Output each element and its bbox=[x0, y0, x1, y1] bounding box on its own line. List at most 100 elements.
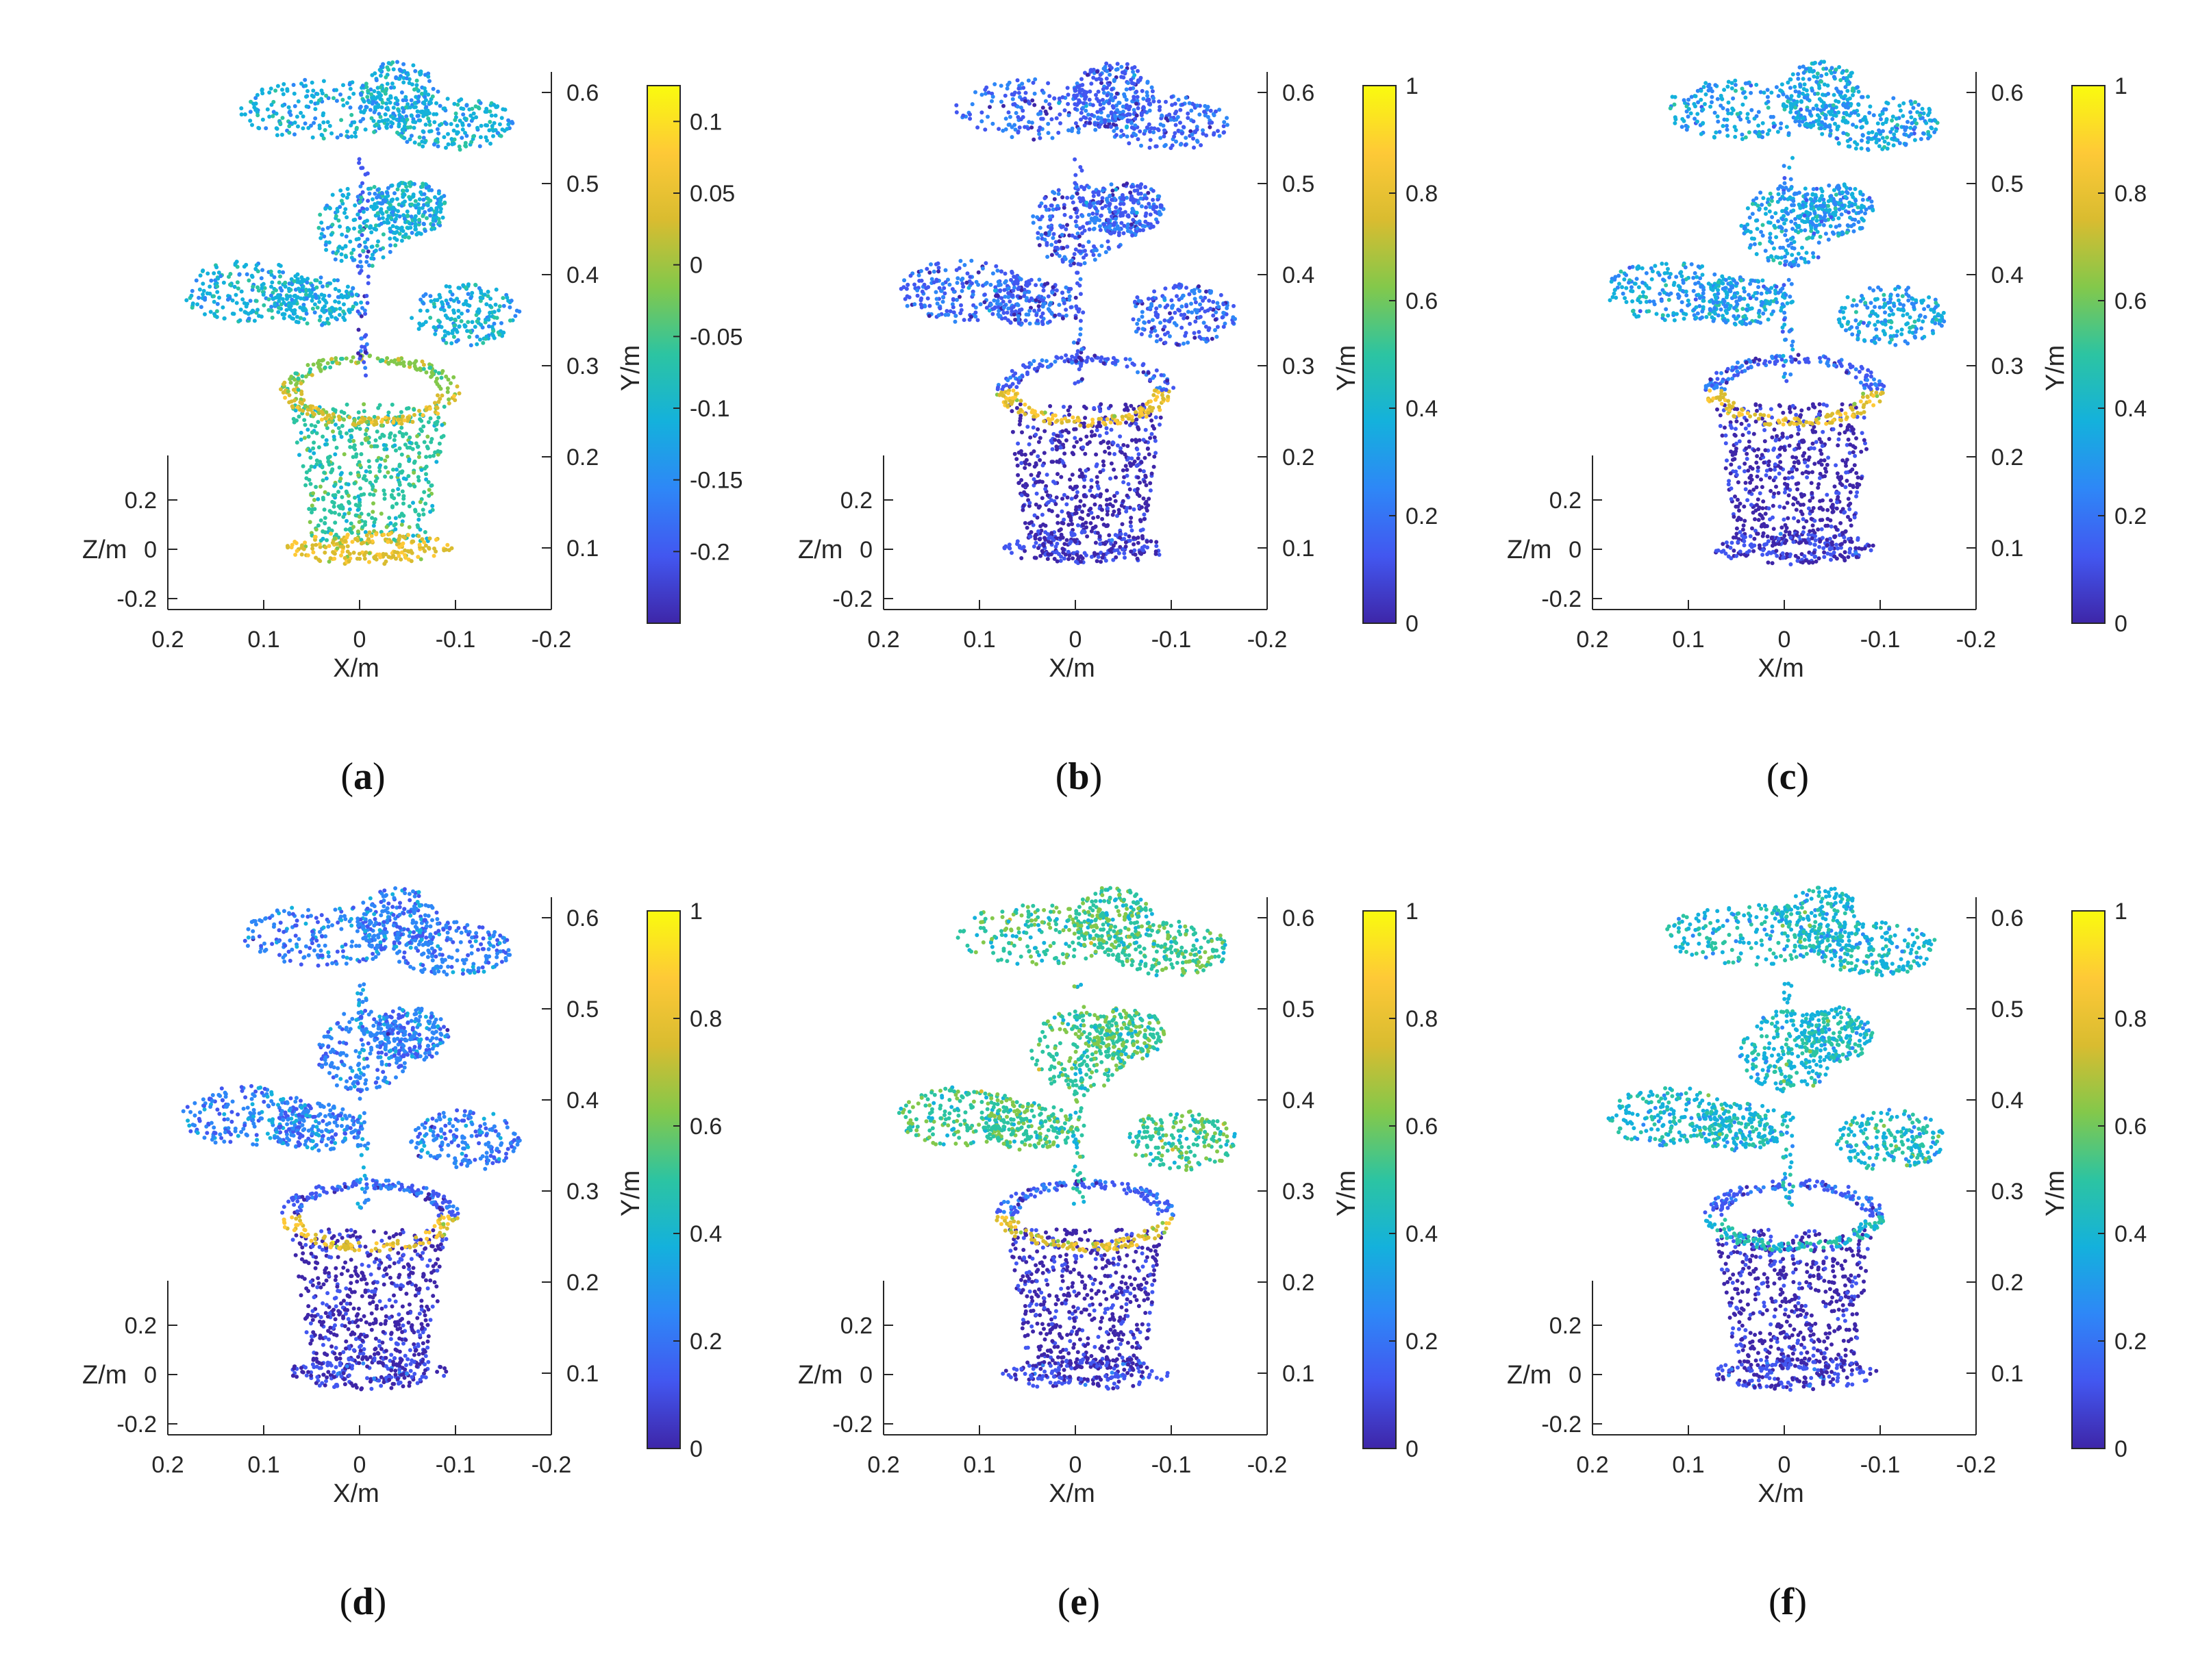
cloud-point bbox=[1099, 213, 1103, 218]
cloud-point bbox=[1054, 355, 1059, 360]
cloud-point bbox=[1118, 536, 1123, 540]
cloud-point bbox=[339, 199, 344, 203]
cloud-point bbox=[190, 305, 195, 310]
cloud-point bbox=[444, 145, 448, 150]
cloud-point bbox=[940, 299, 945, 304]
cloud-point bbox=[1031, 523, 1036, 527]
cloud-point bbox=[323, 416, 328, 421]
cloud-point bbox=[1062, 517, 1066, 522]
cloud-point bbox=[351, 525, 355, 529]
cloud-point bbox=[326, 420, 331, 425]
cloud-point bbox=[1134, 89, 1139, 94]
y-tick-label: 0.2 bbox=[1282, 444, 1314, 471]
cloud-point bbox=[1125, 214, 1130, 218]
cloud-point bbox=[388, 432, 392, 437]
cloud-point bbox=[1155, 334, 1160, 338]
cloud-point bbox=[1211, 299, 1216, 304]
cloud-point bbox=[460, 127, 465, 132]
cloud-point bbox=[382, 532, 386, 537]
cloud-point bbox=[1149, 399, 1153, 403]
cloud-point bbox=[399, 523, 404, 527]
cloud-point bbox=[405, 445, 410, 450]
cloud-point bbox=[276, 293, 281, 297]
cloud-point bbox=[1091, 190, 1096, 195]
cloud-point bbox=[1057, 253, 1062, 258]
cloud-point bbox=[427, 536, 432, 541]
cloud-point bbox=[301, 126, 305, 131]
cloud-point bbox=[1148, 405, 1152, 410]
cloud-point bbox=[424, 455, 429, 460]
cloud-point bbox=[1116, 421, 1120, 426]
x-axis-label: X/m bbox=[333, 654, 379, 683]
cloud-point bbox=[1102, 222, 1106, 227]
cloud-point bbox=[1160, 392, 1164, 397]
cloud-point bbox=[1099, 244, 1104, 249]
cloud-point bbox=[1129, 414, 1134, 419]
cloud-point bbox=[424, 477, 429, 481]
cloud-point bbox=[1079, 231, 1084, 236]
cloud-point bbox=[1193, 300, 1198, 305]
cloud-point bbox=[401, 364, 406, 368]
cloud-point bbox=[488, 303, 492, 308]
cloud-point bbox=[395, 225, 399, 229]
cloud-point bbox=[318, 280, 323, 285]
cloud-point bbox=[1171, 286, 1176, 290]
cloud-point bbox=[1121, 468, 1125, 473]
cloud-point bbox=[1062, 359, 1067, 364]
cloud-point bbox=[242, 112, 247, 116]
cloud-point bbox=[362, 308, 367, 313]
cloud-point bbox=[947, 282, 952, 287]
cloud-point bbox=[338, 92, 342, 97]
cloud-point bbox=[341, 514, 346, 519]
cloud-point bbox=[333, 257, 338, 262]
cloud-point bbox=[1047, 102, 1052, 107]
cloud-point bbox=[412, 408, 416, 412]
cloud-point bbox=[1059, 355, 1064, 360]
cloud-point bbox=[1172, 134, 1177, 139]
cloud-point bbox=[1184, 286, 1188, 290]
cloud-point bbox=[399, 421, 404, 426]
cloud-point bbox=[318, 275, 323, 280]
cloud-point bbox=[414, 78, 419, 83]
cloud-point bbox=[1034, 491, 1039, 496]
cloud-point bbox=[1193, 319, 1198, 324]
cloud-point bbox=[1088, 121, 1092, 125]
cloud-point bbox=[442, 548, 447, 553]
cloud-point bbox=[1041, 542, 1046, 547]
cloud-point bbox=[1046, 121, 1051, 126]
cloud-point bbox=[939, 288, 944, 293]
cloud-point bbox=[488, 141, 492, 146]
cloud-point bbox=[1192, 145, 1196, 150]
cloud-point bbox=[293, 553, 298, 557]
cloud-point bbox=[371, 492, 376, 497]
cloud-point bbox=[1145, 446, 1150, 451]
cloud-point bbox=[479, 123, 484, 128]
cloud-point bbox=[1101, 101, 1106, 105]
cloud-point bbox=[309, 464, 314, 469]
cloud-point bbox=[424, 408, 429, 412]
cloud-point bbox=[1134, 421, 1138, 426]
cloud-point bbox=[1053, 360, 1058, 364]
y-tick-label: 0.2 bbox=[566, 444, 599, 471]
cloud-point bbox=[212, 299, 216, 304]
cloud-point bbox=[1186, 340, 1190, 345]
cloud-point bbox=[1079, 471, 1084, 476]
cloud-point bbox=[1184, 304, 1189, 309]
cloud-point bbox=[1077, 127, 1081, 131]
cloud-point bbox=[1201, 321, 1206, 325]
cloud-point bbox=[432, 553, 436, 558]
cloud-point bbox=[1036, 546, 1040, 551]
cloud-point bbox=[1008, 399, 1012, 403]
cloud-point bbox=[489, 113, 494, 118]
cloud-point bbox=[310, 80, 314, 85]
cloud-point bbox=[437, 123, 442, 127]
cloud-point bbox=[1155, 220, 1160, 225]
cloud-point bbox=[392, 416, 397, 421]
cloud-point bbox=[403, 95, 408, 99]
cloud-point bbox=[441, 338, 446, 342]
cloud-point bbox=[377, 469, 382, 473]
cloud-point bbox=[920, 289, 925, 294]
cloud-point bbox=[1016, 450, 1021, 455]
cloud-point bbox=[1192, 288, 1197, 292]
cloud-point bbox=[436, 131, 441, 136]
